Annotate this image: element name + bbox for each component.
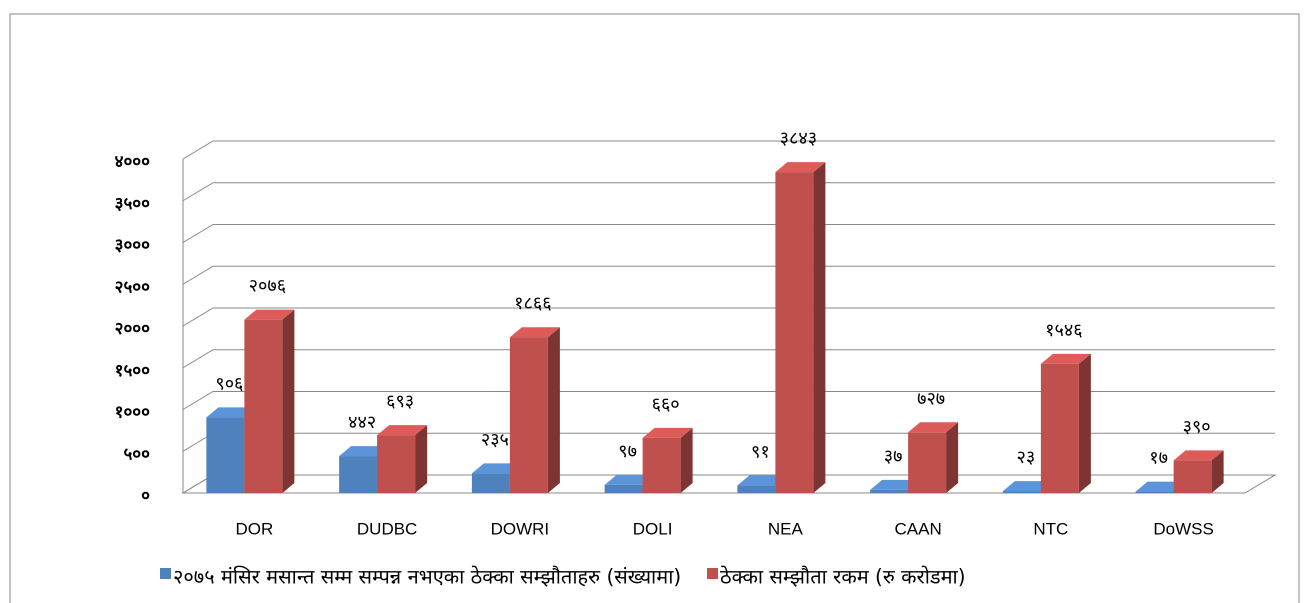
bar-side bbox=[1211, 450, 1224, 493]
value-label: ९७ bbox=[618, 441, 637, 462]
value-label: २३ bbox=[1017, 447, 1036, 468]
bar-side bbox=[415, 425, 428, 493]
bar-top bbox=[775, 162, 826, 173]
bar bbox=[339, 456, 378, 493]
y-tick-label: २५०० bbox=[115, 277, 151, 297]
legend-label: ठेक्का सम्झौता रकम (रु करोडमा) bbox=[720, 565, 966, 589]
legend-swatch bbox=[160, 568, 171, 579]
value-label: १५४६ bbox=[1045, 320, 1082, 341]
bar-top bbox=[377, 425, 428, 436]
value-label: २३५ bbox=[481, 429, 509, 450]
bar-top bbox=[908, 422, 959, 433]
value-label: ९१ bbox=[751, 441, 770, 462]
bar-side bbox=[813, 162, 826, 493]
y-tick-label: १५०० bbox=[115, 361, 151, 381]
bar-top bbox=[737, 475, 788, 486]
bar-top bbox=[1002, 481, 1053, 492]
bar bbox=[244, 319, 283, 493]
value-label: ३९० bbox=[1183, 416, 1211, 437]
bar bbox=[206, 417, 245, 493]
bar-top bbox=[509, 327, 560, 338]
x-tick-label: DOLI bbox=[633, 519, 673, 538]
value-label: ६६० bbox=[652, 394, 680, 415]
bar-top bbox=[642, 427, 693, 438]
y-tick-label: १००० bbox=[115, 403, 151, 423]
bar-side bbox=[680, 427, 693, 493]
y-tick-label: ४००० bbox=[115, 152, 151, 172]
bar bbox=[1173, 460, 1212, 493]
bar-top bbox=[244, 309, 295, 320]
legend-label: २०७५ मंसिर मसान्त सम्म सम्पन्न नभएका ठेक… bbox=[173, 565, 681, 589]
bar-side bbox=[282, 309, 295, 493]
x-tick-label: NEA bbox=[768, 519, 804, 538]
x-tick-label: DUDBC bbox=[357, 519, 417, 538]
bar bbox=[1002, 491, 1041, 493]
bar bbox=[737, 485, 776, 493]
y-tick-label: ५०० bbox=[123, 444, 150, 464]
bar-side bbox=[1078, 353, 1091, 493]
grid-line bbox=[182, 265, 1275, 285]
value-label: १७ bbox=[1149, 448, 1168, 469]
y-tick-label: ० bbox=[141, 486, 150, 506]
grid-line bbox=[182, 140, 1275, 160]
value-label: १८६६ bbox=[514, 293, 551, 314]
value-label: ३७ bbox=[884, 446, 903, 467]
y-tick-label: ३००० bbox=[115, 236, 151, 256]
y-tick-label: ३५०० bbox=[115, 194, 151, 214]
value-label: ९०६ bbox=[215, 373, 243, 394]
bar bbox=[870, 489, 909, 493]
y-tick-label: २००० bbox=[115, 319, 151, 339]
bar bbox=[471, 473, 510, 493]
bar bbox=[509, 337, 548, 493]
bar bbox=[642, 437, 681, 493]
x-tick-label: DOWRI bbox=[491, 519, 550, 538]
x-tick-label: CAAN bbox=[895, 519, 942, 538]
bar-top bbox=[870, 479, 921, 490]
value-label: ४४२ bbox=[348, 412, 376, 433]
x-tick-label: DOR bbox=[235, 519, 273, 538]
grid-line bbox=[182, 307, 1275, 327]
bar-top bbox=[1173, 450, 1224, 461]
bar-top bbox=[1040, 353, 1091, 364]
value-label: ३८४३ bbox=[780, 128, 817, 149]
grid-line bbox=[182, 182, 1275, 202]
bar bbox=[1135, 491, 1174, 493]
bar-side bbox=[946, 422, 959, 493]
bar bbox=[377, 435, 416, 493]
x-tick-label: DoWSS bbox=[1153, 519, 1213, 538]
bar-top bbox=[604, 474, 655, 485]
bar bbox=[604, 484, 643, 493]
bar bbox=[908, 432, 947, 493]
legend-swatch bbox=[707, 568, 718, 579]
bar bbox=[1040, 363, 1079, 493]
bar-side bbox=[547, 327, 560, 493]
bar-top bbox=[339, 446, 390, 457]
bar-top bbox=[471, 463, 522, 474]
grid-line bbox=[182, 224, 1275, 243]
bar-top bbox=[206, 407, 257, 418]
bar-top bbox=[1135, 481, 1186, 492]
value-label: ६९३ bbox=[386, 391, 414, 412]
x-tick-label: NTC bbox=[1033, 519, 1068, 538]
value-label: २०७६ bbox=[249, 276, 286, 297]
grid-line bbox=[182, 391, 1275, 410]
grid-line bbox=[182, 349, 1275, 369]
bar bbox=[775, 172, 814, 493]
value-label: ७२७ bbox=[917, 388, 945, 409]
